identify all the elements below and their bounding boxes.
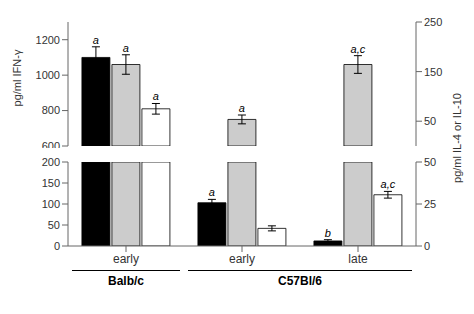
svg-text:a: a [209,186,215,198]
svg-text:100: 100 [42,198,60,210]
svg-text:early: early [229,252,255,266]
html-text:pg/ml IL-4 or IL-10: pg/ml IL-4 or IL-10 [451,93,463,183]
svg-text:0: 0 [424,240,430,252]
html-text:pg/ml IFN-γ: pg/ml IFN-γ [11,49,23,107]
svg-text:25: 25 [424,198,436,210]
svg-text:1000: 1000 [36,69,60,81]
html-text:Balb/c: Balb/c [108,274,144,288]
svg-text:0: 0 [54,240,60,252]
svg-text:150: 150 [42,177,60,189]
svg-text:a,c: a,c [381,178,396,190]
svg-text:800: 800 [42,104,60,116]
svg-text:250: 250 [424,16,442,28]
svg-text:50: 50 [48,219,60,231]
svg-text:early: early [113,252,139,266]
svg-text:1200: 1200 [36,34,60,46]
svg-text:600: 600 [42,140,60,148]
html-text:C57Bl/6: C57Bl/6 [278,274,322,288]
svg-text:50: 50 [424,115,436,127]
svg-text:b: b [325,227,331,239]
svg-text:150: 150 [424,66,442,78]
svg-text:a: a [93,34,99,46]
svg-text:200: 200 [42,156,60,168]
svg-text:late: late [348,252,368,266]
svg-text:a: a [239,102,245,114]
svg-text:a,c: a,c [351,43,366,55]
svg-text:a: a [153,90,159,102]
svg-text:a: a [123,42,129,54]
svg-text:50: 50 [424,156,436,168]
